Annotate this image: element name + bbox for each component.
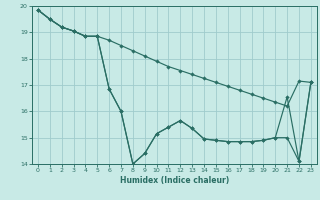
X-axis label: Humidex (Indice chaleur): Humidex (Indice chaleur)	[120, 176, 229, 185]
